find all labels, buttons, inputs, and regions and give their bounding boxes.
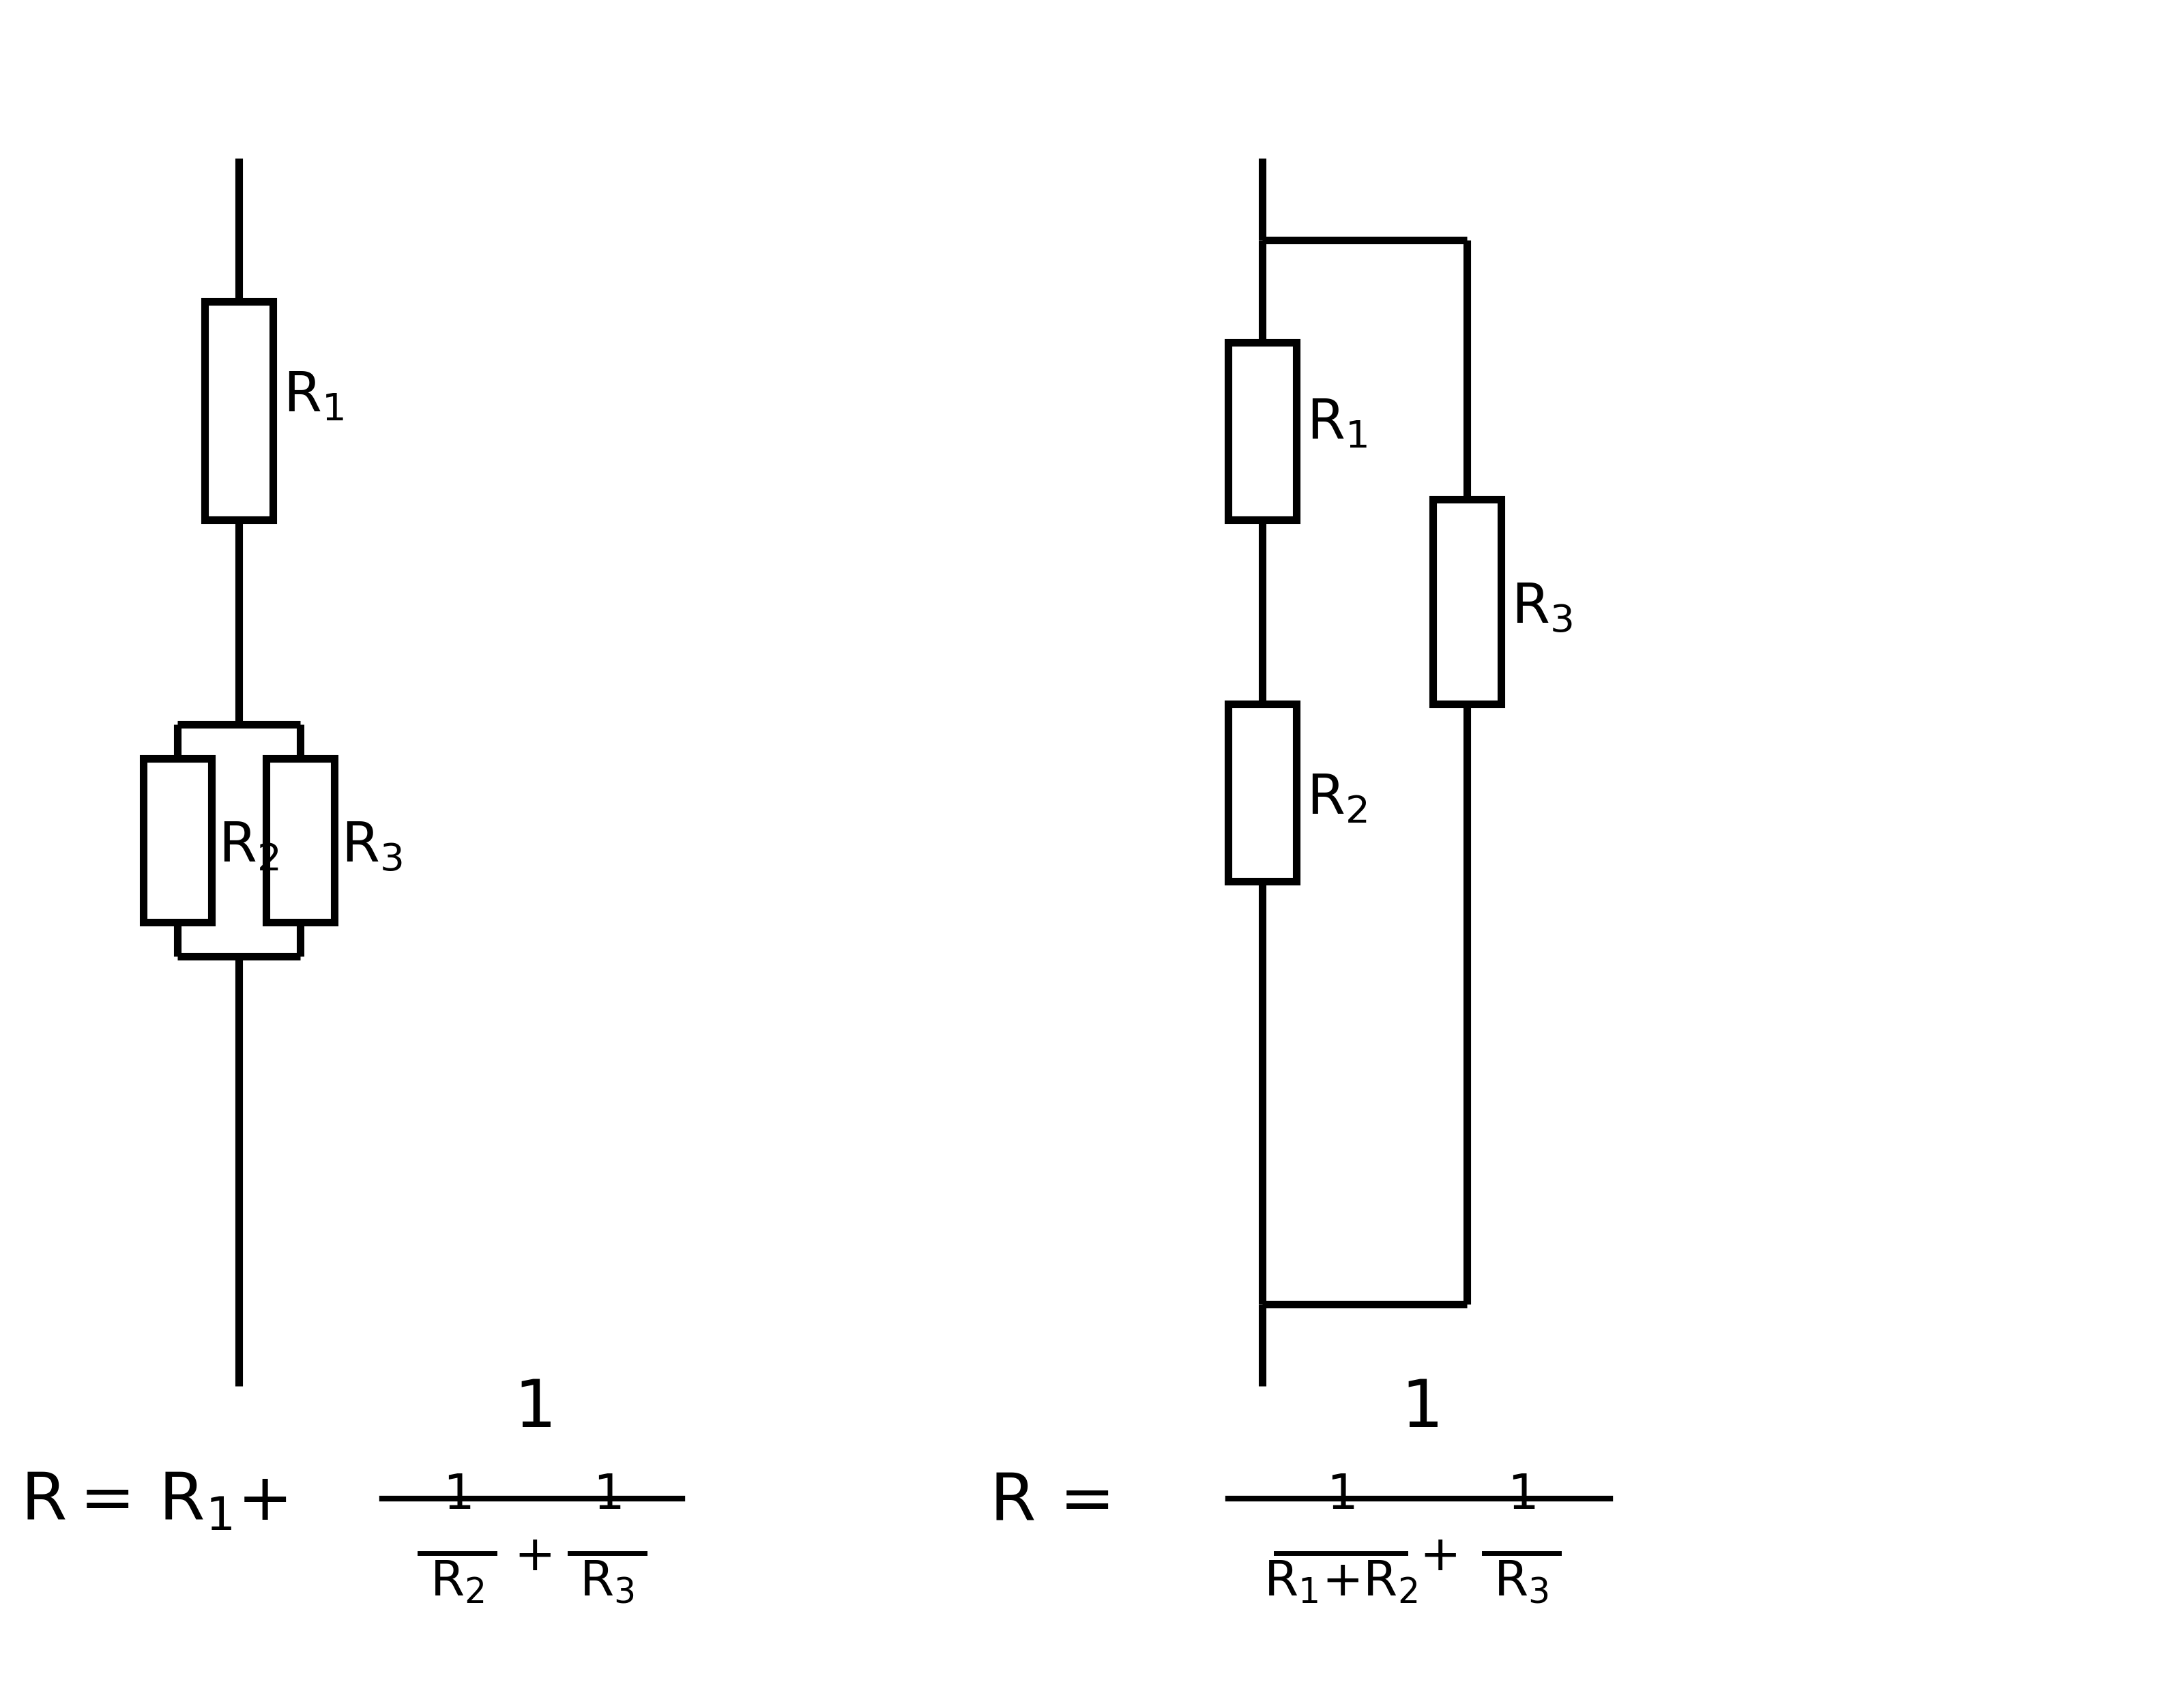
Text: $\mathsf{R_1}$: $\mathsf{R_1}$ [1306, 398, 1367, 450]
Text: $\mathsf{1}$: $\mathsf{1}$ [513, 1376, 550, 1441]
Text: $\mathsf{R_3}$: $\mathsf{R_3}$ [579, 1559, 636, 1605]
Text: $\mathsf{R_1{+}R_2}$: $\mathsf{R_1{+}R_2}$ [1265, 1559, 1417, 1605]
Text: $\mathsf{R_3}$: $\mathsf{R_3}$ [1494, 1559, 1548, 1605]
Text: $\mathsf{R_1}$: $\mathsf{R_1}$ [284, 371, 345, 423]
Text: $\mathsf{R_3}$: $\mathsf{R_3}$ [1511, 582, 1572, 635]
FancyBboxPatch shape [1433, 499, 1500, 704]
Text: $\mathsf{1}$: $\mathsf{1}$ [1326, 1471, 1354, 1519]
Text: $\mathsf{1}$: $\mathsf{1}$ [443, 1471, 472, 1519]
Text: $\mathsf{+}$: $\mathsf{+}$ [1420, 1534, 1457, 1580]
Text: $\mathsf{R_3}$: $\mathsf{R_3}$ [341, 821, 402, 874]
Text: $\mathsf{R_2}$: $\mathsf{R_2}$ [1306, 772, 1367, 826]
Text: $\mathsf{1}$: $\mathsf{1}$ [1400, 1376, 1437, 1441]
FancyBboxPatch shape [205, 301, 273, 520]
Text: $\mathsf{R{=}\,R_1{+}}$: $\mathsf{R{=}\,R_1{+}}$ [20, 1470, 286, 1534]
FancyBboxPatch shape [1227, 342, 1297, 520]
FancyBboxPatch shape [1227, 704, 1297, 882]
Text: $\mathsf{1}$: $\mathsf{1}$ [594, 1471, 620, 1519]
FancyBboxPatch shape [266, 758, 334, 923]
Text: $\mathsf{1}$: $\mathsf{1}$ [1507, 1471, 1535, 1519]
Text: $\mathsf{+}$: $\mathsf{+}$ [513, 1534, 550, 1580]
Text: $\mathsf{R_2}$: $\mathsf{R_2}$ [218, 821, 280, 874]
FancyBboxPatch shape [144, 758, 212, 923]
Text: $\mathsf{R\,{=}}$: $\mathsf{R\,{=}}$ [989, 1470, 1109, 1534]
Text: $\mathsf{R_2}$: $\mathsf{R_2}$ [430, 1559, 485, 1605]
